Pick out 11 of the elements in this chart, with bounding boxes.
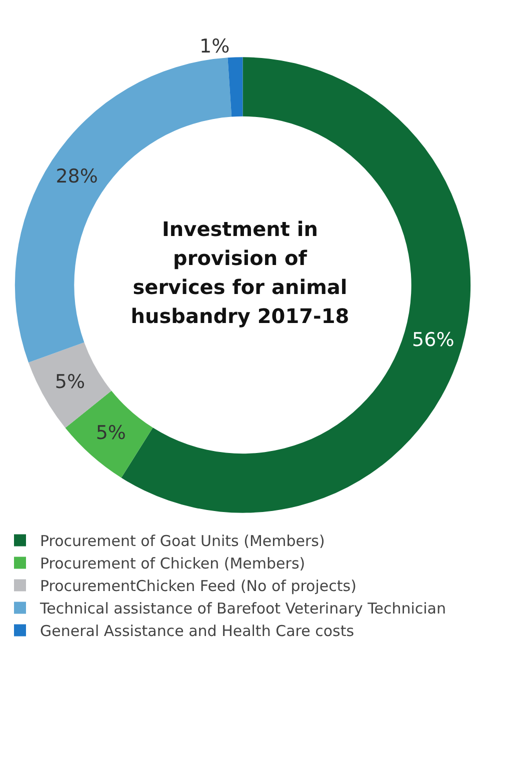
data-label: 56%	[412, 328, 454, 351]
data-label: 5%	[54, 371, 86, 394]
text: Investment in provision of services for animal husbandry 2017-18	[130, 216, 350, 330]
legend-label: General Assistance and Health Care costs	[40, 622, 354, 640]
legend-label: ProcurementChicken Feed (No of projects)	[40, 577, 356, 596]
legend-label: Technical assistance of Barefoot Veterinary Technician	[39, 600, 446, 618]
data-label: 5%	[96, 422, 126, 444]
data-label: 28%	[56, 166, 98, 188]
legend-label: Procurement of Chicken (Members)	[40, 554, 306, 573]
data-label: 1%	[200, 35, 230, 58]
legend-label: Procurement of Goat Units (Members)	[40, 532, 325, 550]
